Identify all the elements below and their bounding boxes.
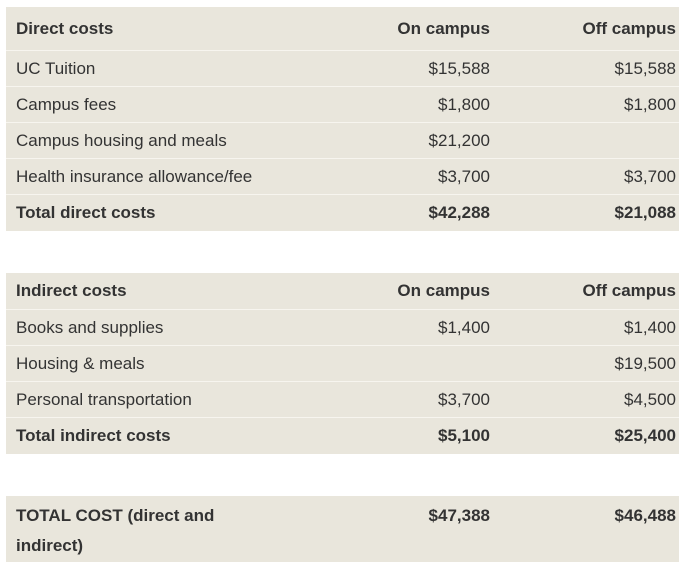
direct-costs-header-on-campus: On campus xyxy=(397,18,490,38)
row-on-campus: $3,700 xyxy=(438,166,490,186)
indirect-costs-header-label: Indirect costs xyxy=(16,281,127,300)
row-off-campus: $4,500 xyxy=(624,389,676,409)
row-off-campus: $1,400 xyxy=(624,317,676,337)
row-off-campus: $3,700 xyxy=(624,166,676,186)
grand-total-label: TOTAL COST (direct and indirect) xyxy=(16,506,215,555)
row-label: Campus fees xyxy=(16,94,117,114)
row-on-campus: $21,200 xyxy=(428,130,490,150)
table-row: Personal transportation $3,700 $4,500 xyxy=(6,382,679,418)
direct-costs-table: Direct costs On campus Off campus UC Tui… xyxy=(6,7,679,231)
indirect-costs-table: Indirect costs On campus Off campus Book… xyxy=(6,273,679,454)
table-row: UC Tuition $15,588 $15,588 xyxy=(6,51,679,87)
row-label: Health insurance allowance/fee xyxy=(16,166,253,186)
total-label: Total indirect costs xyxy=(16,426,171,445)
total-on-campus: $42,288 xyxy=(428,203,490,222)
total-off-campus: $25,400 xyxy=(614,426,676,445)
row-label: Books and supplies xyxy=(16,317,164,337)
direct-costs-header-off-campus: Off campus xyxy=(582,18,676,38)
row-on-campus: $3,700 xyxy=(438,389,490,409)
row-off-campus: $1,800 xyxy=(624,94,676,114)
indirect-costs-total-row: Total indirect costs $5,100 $25,400 xyxy=(6,418,679,454)
total-label: Total direct costs xyxy=(16,203,156,222)
row-on-campus: $1,800 xyxy=(438,94,490,114)
row-on-campus: $15,588 xyxy=(428,58,490,78)
row-on-campus: $1,400 xyxy=(438,317,490,337)
direct-costs-header-label: Direct costs xyxy=(16,18,114,38)
indirect-costs-header-on-campus: On campus xyxy=(397,281,490,300)
row-label: Personal transportation xyxy=(16,389,192,409)
table-row: Campus housing and meals $21,200 xyxy=(6,123,679,159)
indirect-costs-header-off-campus: Off campus xyxy=(582,281,676,300)
grand-total-off-campus: $46,488 xyxy=(614,506,676,525)
total-off-campus: $21,088 xyxy=(614,203,676,222)
grand-total-row: TOTAL COST (direct and indirect) $47,388… xyxy=(6,496,679,562)
table-row: Housing & meals $19,500 xyxy=(6,346,679,382)
row-label: Housing & meals xyxy=(16,353,145,373)
grand-total-table: TOTAL COST (direct and indirect) $47,388… xyxy=(6,496,679,562)
indirect-costs-header: Indirect costs On campus Off campus xyxy=(6,273,679,310)
table-row: Health insurance allowance/fee $3,700 $3… xyxy=(6,159,679,195)
table-row: Campus fees $1,800 $1,800 xyxy=(6,87,679,123)
direct-costs-total-row: Total direct costs $42,288 $21,088 xyxy=(6,195,679,231)
row-off-campus: $15,588 xyxy=(614,58,676,78)
total-on-campus: $5,100 xyxy=(438,426,490,445)
row-off-campus: $19,500 xyxy=(614,353,676,373)
table-row: Books and supplies $1,400 $1,400 xyxy=(6,310,679,346)
direct-costs-header: Direct costs On campus Off campus xyxy=(6,7,679,51)
row-label: UC Tuition xyxy=(16,58,96,78)
grand-total-on-campus: $47,388 xyxy=(428,506,490,525)
row-label: Campus housing and meals xyxy=(16,130,227,150)
